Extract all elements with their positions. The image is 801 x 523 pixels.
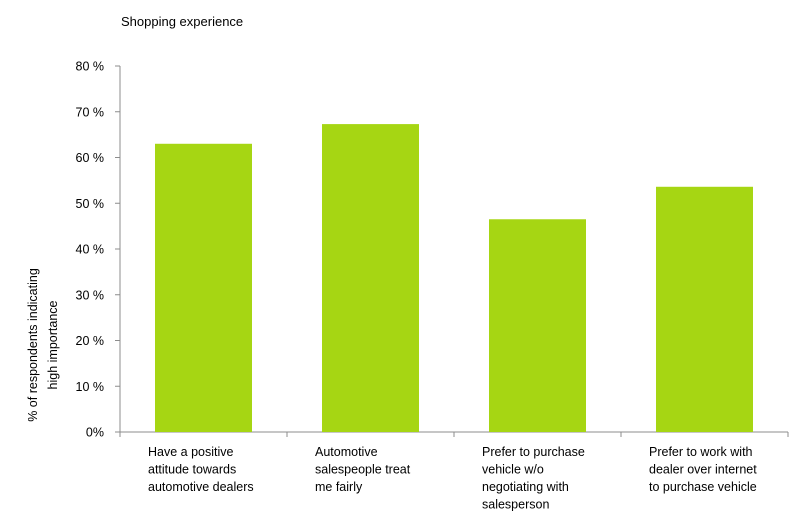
x-category-label-line: Have a positive [148,445,234,459]
x-category-label-line: negotiating with [482,480,569,494]
x-category-label: Prefer to purchase vehicle w/o negotiating… [482,445,585,512]
x-category-label-line: dealer over internet [649,463,757,477]
y-tick-label: 10 % [76,380,105,394]
y-tick-label: 50 % [76,197,105,211]
x-category-label-line: salespeople treat [315,463,411,477]
y-tick-label: 80 % [76,60,105,74]
bar [155,143,252,432]
x-category-label-line: automotive dealers [148,480,254,494]
x-category-label-line: attitude towards [148,463,236,477]
x-category-label: Have a positive attitude towards automotiv… [148,445,254,494]
y-tick-label: 70 % [76,105,105,119]
x-category-label-line: Prefer to purchase [482,445,585,459]
bar [656,186,753,432]
x-category-label-line: Prefer to work with [649,445,753,459]
y-ticks: 0% 10 % 20 % 30 % 40 % 50 % 60 % 70 % 80 % [76,60,105,440]
y-tick-label: 40 % [76,243,105,257]
y-tick-label: 0% [86,426,104,440]
x-category-label-line: salesperson [482,498,549,512]
y-tick-label: 60 % [76,151,105,165]
y-tick-label: 20 % [76,334,105,348]
x-category-label-line: vehicle w/o [482,463,544,477]
x-category-label: Prefer to work with dealer over internet t… [649,445,757,494]
x-category-label: Automotive salespeople treat me fairly [315,445,411,494]
y-axis-label: % of respondents indicating high importa… [26,268,60,422]
bar [322,124,419,432]
chart-title: Shopping experience [121,14,243,29]
y-tick-label: 30 % [76,288,105,302]
bar [489,219,586,432]
x-category-labels: Have a positive attitude towards automotiv… [148,445,757,512]
y-axis-label-line-1: % of respondents indicating [26,268,40,422]
x-category-label-line: to purchase vehicle [649,480,757,494]
y-axis-label-line-2: high importance [46,300,60,389]
x-category-label-line: Automotive [315,445,378,459]
x-category-label-line: me fairly [315,480,363,494]
bars [155,124,753,432]
